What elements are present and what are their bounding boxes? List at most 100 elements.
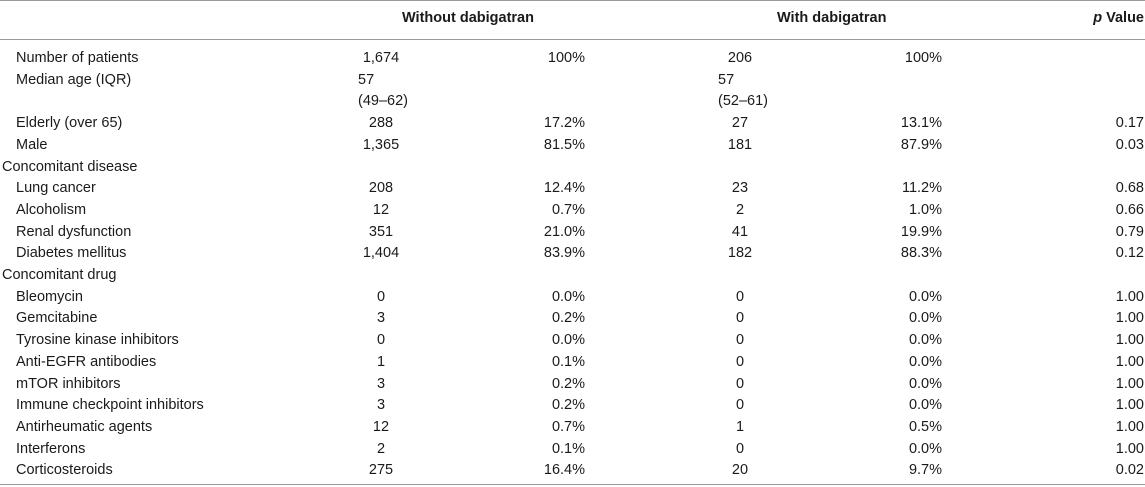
row-label: Median age (IQR) (16, 72, 132, 88)
p-value: 0.17 (1115, 115, 1144, 131)
without-percent: 0.0% (551, 289, 585, 305)
row-label: Interferons (16, 441, 86, 457)
with-count: 0 (735, 397, 745, 413)
without-percent: 0.1% (551, 354, 585, 370)
with-count: 0 (735, 441, 745, 457)
p-value: 1.00 (1115, 376, 1144, 392)
with-percent: 0.0% (908, 332, 942, 348)
without-percent: 17.2% (543, 115, 585, 131)
row-label: Tyrosine kinase inhibitors (16, 332, 179, 348)
without-count: 1,404 (362, 245, 400, 261)
table-bottom-rule (0, 484, 1145, 485)
header-p-value: p Value (1060, 8, 1144, 29)
without-count: 12 (372, 419, 390, 435)
header-with-dabigatran: With dabigatran (777, 10, 887, 26)
with-percent: 13.1% (900, 115, 942, 131)
without-percent: 0.2% (551, 310, 585, 326)
without-percent: 0.0% (551, 332, 585, 348)
table-top-rule (0, 0, 1145, 1)
without-count: 3 (376, 397, 386, 413)
p-value: 1.00 (1115, 419, 1144, 435)
without-percent: 0.7% (551, 202, 585, 218)
row-label: Elderly (over 65) (16, 115, 123, 131)
without-count: 1,674 (362, 50, 400, 66)
without-count: 1,365 (362, 137, 400, 153)
with-count: 0 (735, 354, 745, 370)
with-percent: 0.0% (908, 441, 942, 457)
p-value: 0.12 (1115, 245, 1144, 261)
without-count: 351 (368, 224, 394, 240)
without-count: 3 (376, 310, 386, 326)
p-value: 1.00 (1115, 310, 1144, 326)
with-percent: 11.2% (901, 180, 942, 196)
without-count: 0 (376, 332, 386, 348)
p-value: 0.68 (1115, 180, 1144, 196)
row-label: Immune checkpoint inhibitors (16, 397, 204, 413)
with-percent: 0.0% (908, 376, 942, 392)
without-percent: 100% (547, 50, 585, 66)
without-percent: 0.7% (551, 419, 585, 435)
p-value: 0.02 (1115, 462, 1144, 478)
with-count: 27 (731, 115, 749, 131)
without-count: 0 (376, 289, 386, 305)
row-label: Corticosteroids (16, 462, 113, 478)
with-count: 0 (735, 376, 745, 392)
row-label: Gemcitabine (16, 310, 98, 326)
without-count: 1 (376, 354, 386, 370)
without-count: 3 (376, 376, 386, 392)
with-percent: 0.0% (908, 397, 942, 413)
with-count: 206 (727, 50, 753, 66)
header-p-italic: p (1093, 10, 1103, 26)
row-label: Concomitant disease (2, 159, 138, 175)
p-value: 1.00 (1115, 441, 1144, 457)
row-label: Number of patients (16, 50, 139, 66)
header-bottom-rule (0, 39, 1145, 40)
with-count: 2 (735, 202, 745, 218)
with-percent: 88.3% (900, 245, 942, 261)
with-percent: 9.7% (908, 462, 942, 478)
without-percent: 83.9% (543, 245, 585, 261)
row-label: Alcoholism (16, 202, 87, 218)
row-label: Concomitant drug (2, 267, 117, 283)
row-label: Renal dysfunction (16, 224, 132, 240)
with-percent: 0.0% (908, 310, 942, 326)
without-percent: 0.2% (551, 397, 585, 413)
header-without-dabigatran: Without dabigatran (402, 10, 534, 26)
with-count: 57 (718, 72, 735, 88)
without-percent: 21.0% (543, 224, 585, 240)
without-percent: 12.4% (543, 180, 585, 196)
with-percent: 19.9% (900, 224, 942, 240)
without-percent: 16.4% (543, 462, 585, 478)
with-count: 181 (727, 137, 753, 153)
row-label: Lung cancer (16, 180, 96, 196)
p-value: 1.00 (1115, 354, 1144, 370)
with-count: 0 (735, 289, 745, 305)
p-value: 0.66 (1115, 202, 1144, 218)
with-count: 41 (731, 224, 749, 240)
row-label: mTOR inhibitors (16, 376, 121, 392)
with-count: 1 (735, 419, 745, 435)
with-percent: 1.0% (908, 202, 942, 218)
without-count: 288 (368, 115, 394, 131)
with-percent: 0.0% (908, 354, 942, 370)
without-count: 208 (368, 180, 394, 196)
with-count: 0 (735, 310, 745, 326)
row-label: Antirheumatic agents (16, 419, 153, 435)
row-label: Bleomycin (16, 289, 83, 305)
p-value: 1.00 (1115, 397, 1144, 413)
without-percent: 0.1% (551, 441, 585, 457)
with-count: 182 (727, 245, 753, 261)
with-percent: 100% (904, 50, 942, 66)
without-count: 275 (368, 462, 394, 478)
without-count: (49–62) (358, 93, 408, 109)
with-count: 20 (731, 462, 749, 478)
row-label: Anti-EGFR antibodies (16, 354, 157, 370)
with-count: 23 (731, 180, 749, 196)
with-percent: 87.9% (900, 137, 942, 153)
row-label: Male (16, 137, 48, 153)
row-label: Diabetes mellitus (16, 245, 127, 261)
header-p-rest: Value (1102, 10, 1144, 26)
without-percent: 81.5% (543, 137, 585, 153)
p-value: 0.79 (1115, 224, 1144, 240)
p-value: 1.00 (1115, 332, 1144, 348)
